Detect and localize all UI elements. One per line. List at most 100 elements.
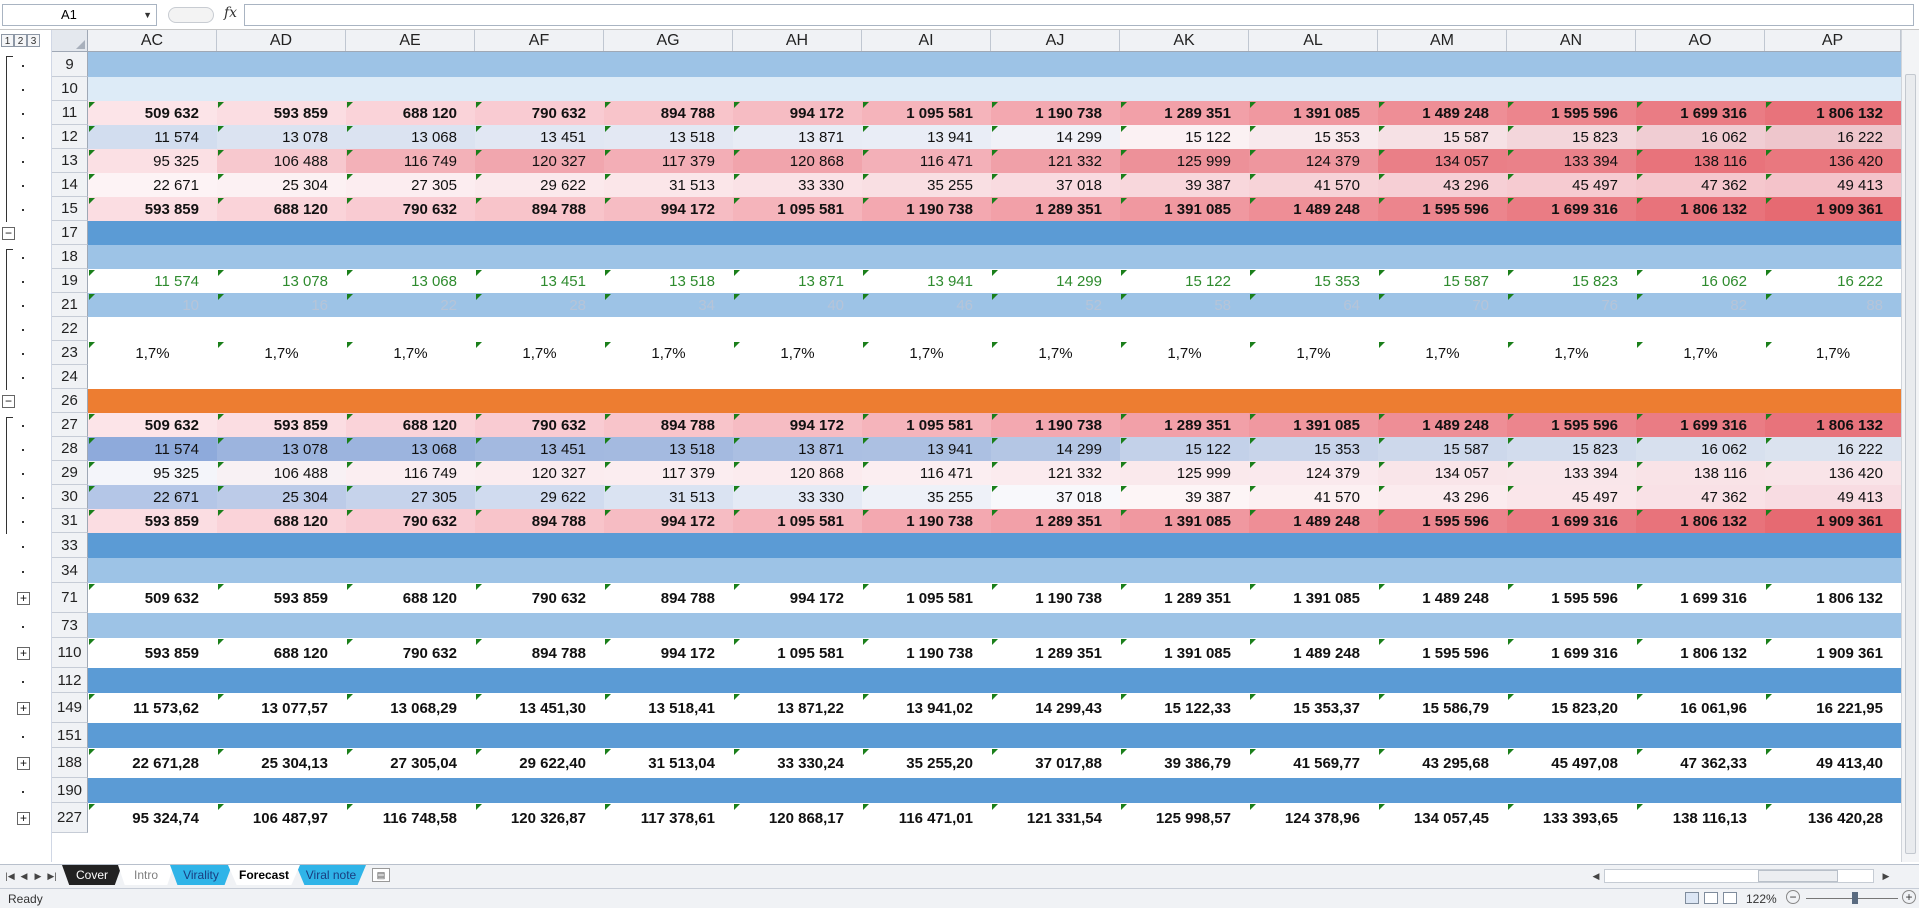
cell-ag-23[interactable]: 1,7% [604,341,733,365]
cell-ac-18[interactable] [88,245,217,269]
cell-an-21[interactable]: 76 [1507,293,1636,317]
cell-af-21[interactable]: 28 [475,293,604,317]
cell-ag-21[interactable]: 34 [604,293,733,317]
cell-ah-34[interactable] [733,558,862,583]
cell-ao-29[interactable]: 138 116 [1636,461,1765,485]
cell-af-22[interactable] [475,317,604,341]
cell-ao-22[interactable] [1636,317,1765,341]
cell-ad-24[interactable] [217,365,346,389]
cell-ao-28[interactable]: 16 062 [1636,437,1765,461]
cell-ap-22[interactable] [1765,317,1901,341]
cell-ae-227[interactable]: 116 748,58 [346,803,475,833]
cell-ai-188[interactable]: 35 255,20 [862,748,991,778]
expand-group-button[interactable]: + [17,756,30,770]
cell-ae-17[interactable] [346,221,475,245]
row-header[interactable]: 227 [52,803,88,833]
cell-am-21[interactable]: 70 [1378,293,1507,317]
cell-an-188[interactable]: 45 497,08 [1507,748,1636,778]
cell-al-33[interactable] [1249,533,1378,558]
scroll-left-icon[interactable]: ◀ [1592,871,1600,881]
cell-am-11[interactable]: 1 489 248 [1378,101,1507,125]
cell-ao-17[interactable] [1636,221,1765,245]
column-header-ai[interactable]: AI [862,30,991,51]
cell-ad-34[interactable] [217,558,346,583]
cell-ah-14[interactable]: 33 330 [733,173,862,197]
cell-af-9[interactable] [475,52,604,77]
cell-am-12[interactable]: 15 587 [1378,125,1507,149]
cell-ac-31[interactable]: 593 859 [88,509,217,533]
cell-ai-11[interactable]: 1 095 581 [862,101,991,125]
cell-ak-15[interactable]: 1 391 085 [1120,197,1249,221]
cell-ap-9[interactable] [1765,52,1901,77]
cell-af-23[interactable]: 1,7% [475,341,604,365]
cell-an-112[interactable] [1507,668,1636,693]
cell-am-13[interactable]: 134 057 [1378,149,1507,173]
cell-al-15[interactable]: 1 489 248 [1249,197,1378,221]
row-header[interactable]: 17 [52,221,88,245]
cell-ag-12[interactable]: 13 518 [604,125,733,149]
cell-af-24[interactable] [475,365,604,389]
cell-ao-112[interactable] [1636,668,1765,693]
cell-ah-188[interactable]: 33 330,24 [733,748,862,778]
cell-aj-22[interactable] [991,317,1120,341]
collapse-group-button[interactable]: − [2,394,15,408]
cell-an-13[interactable]: 133 394 [1507,149,1636,173]
row-header[interactable]: 31 [52,509,88,533]
cell-ao-11[interactable]: 1 699 316 [1636,101,1765,125]
sheet-tab-intro[interactable]: Intro [118,865,174,885]
cell-an-110[interactable]: 1 699 316 [1507,638,1636,668]
cell-ae-188[interactable]: 27 305,04 [346,748,475,778]
cell-ak-21[interactable]: 58 [1120,293,1249,317]
cell-ap-33[interactable] [1765,533,1901,558]
cell-ai-112[interactable] [862,668,991,693]
cell-an-190[interactable] [1507,778,1636,803]
cell-al-28[interactable]: 15 353 [1249,437,1378,461]
cell-an-9[interactable] [1507,52,1636,77]
cell-ag-13[interactable]: 117 379 [604,149,733,173]
cell-ad-188[interactable]: 25 304,13 [217,748,346,778]
cell-ai-9[interactable] [862,52,991,77]
cell-ak-30[interactable]: 39 387 [1120,485,1249,509]
cell-ac-190[interactable] [88,778,217,803]
cell-aj-10[interactable] [991,77,1120,101]
cell-ad-29[interactable]: 106 488 [217,461,346,485]
row-header[interactable]: 14 [52,173,88,197]
cell-aj-27[interactable]: 1 190 738 [991,413,1120,437]
cell-ae-22[interactable] [346,317,475,341]
cell-ae-112[interactable] [346,668,475,693]
cell-ad-33[interactable] [217,533,346,558]
cell-ad-112[interactable] [217,668,346,693]
outline-level-3-button[interactable]: 3 [27,34,40,47]
cell-ac-28[interactable]: 11 574 [88,437,217,461]
cell-ao-26[interactable] [1636,389,1765,413]
cell-aj-28[interactable]: 14 299 [991,437,1120,461]
cell-af-18[interactable] [475,245,604,269]
cell-am-23[interactable]: 1,7% [1378,341,1507,365]
row-header[interactable]: 9 [52,52,88,77]
column-header-ap[interactable]: AP [1765,30,1901,51]
cell-an-15[interactable]: 1 699 316 [1507,197,1636,221]
cell-ac-227[interactable]: 95 324,74 [88,803,217,833]
cell-ah-15[interactable]: 1 095 581 [733,197,862,221]
cell-ao-30[interactable]: 47 362 [1636,485,1765,509]
cell-ak-9[interactable] [1120,52,1249,77]
expand-group-button[interactable]: + [17,591,30,605]
cell-al-26[interactable] [1249,389,1378,413]
cell-an-27[interactable]: 1 595 596 [1507,413,1636,437]
cell-ac-11[interactable]: 509 632 [88,101,217,125]
cell-ag-24[interactable] [604,365,733,389]
sheet-tab-virality[interactable]: Virality [170,865,232,885]
column-header-ak[interactable]: AK [1120,30,1249,51]
cell-al-188[interactable]: 41 569,77 [1249,748,1378,778]
row-header[interactable]: 110 [52,638,88,668]
cell-ah-190[interactable] [733,778,862,803]
cell-ag-15[interactable]: 994 172 [604,197,733,221]
cell-af-33[interactable] [475,533,604,558]
cell-al-73[interactable] [1249,613,1378,638]
cell-ae-14[interactable]: 27 305 [346,173,475,197]
formula-input[interactable] [244,4,1914,26]
cell-an-71[interactable]: 1 595 596 [1507,583,1636,613]
cell-ag-11[interactable]: 894 788 [604,101,733,125]
cell-ak-17[interactable] [1120,221,1249,245]
column-header-an[interactable]: AN [1507,30,1636,51]
